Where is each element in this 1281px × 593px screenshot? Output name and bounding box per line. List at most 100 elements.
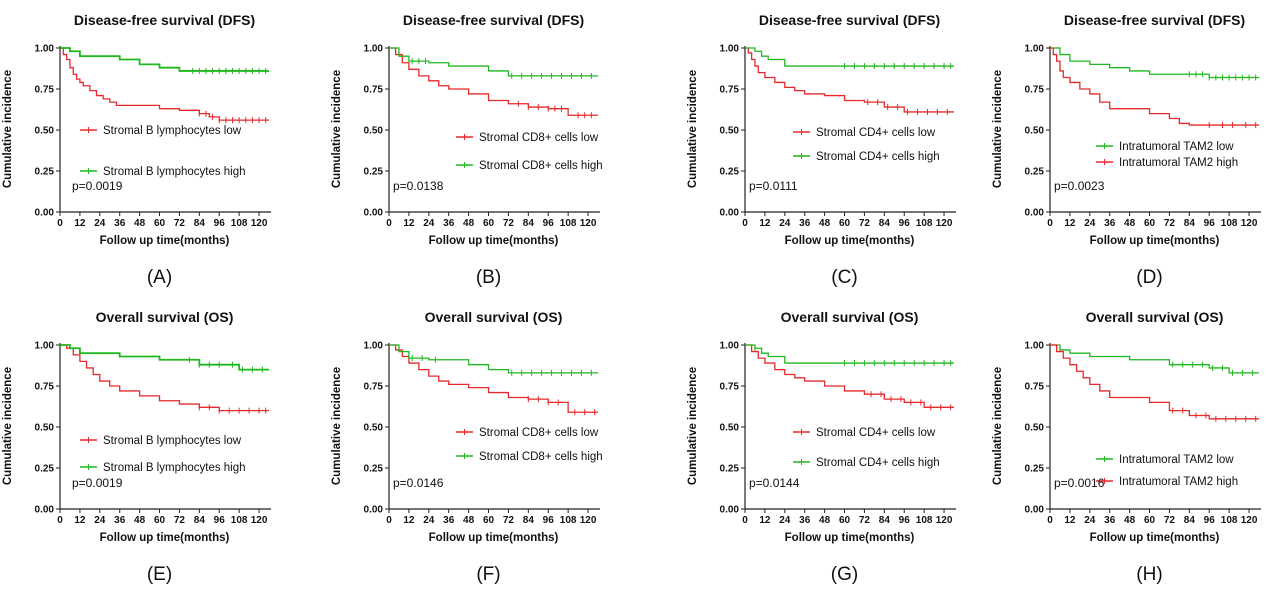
x-tick-label: 96 bbox=[214, 515, 226, 526]
chart-title: Disease-free survival (DFS) bbox=[402, 12, 585, 28]
x-tick-label: 36 bbox=[1104, 218, 1116, 229]
y-tick-label: 0.75 bbox=[720, 85, 740, 96]
km-curve bbox=[60, 47, 269, 72]
x-tick-label: 108 bbox=[231, 218, 248, 229]
x-tick-label: 72 bbox=[859, 218, 871, 229]
y-tick-label: 0.00 bbox=[35, 505, 55, 516]
x-tick-label: 72 bbox=[1164, 218, 1176, 229]
x-tick-label: 60 bbox=[839, 218, 851, 229]
x-tick-label: 36 bbox=[799, 515, 811, 526]
x-tick-label: 24 bbox=[779, 218, 791, 229]
km-curve bbox=[1050, 47, 1259, 79]
x-tick-label: 60 bbox=[154, 218, 166, 229]
km-curve bbox=[389, 47, 598, 77]
x-tick-label: 84 bbox=[194, 218, 206, 229]
x-tick-label: 72 bbox=[859, 515, 871, 526]
y-tick-label: 0.75 bbox=[35, 85, 55, 96]
y-tick-label: 1.00 bbox=[35, 44, 55, 55]
x-tick-label: 120 bbox=[580, 515, 597, 526]
x-tick-label: 72 bbox=[1164, 515, 1176, 526]
x-tick-label: 24 bbox=[423, 218, 435, 229]
x-tick-label: 60 bbox=[1144, 515, 1156, 526]
y-tick-label: 0.75 bbox=[364, 85, 384, 96]
x-tick-label: 0 bbox=[57, 218, 63, 229]
legend-label: Stromal B lymphocytes high bbox=[103, 462, 246, 474]
p-value-label: p=0.0138 bbox=[393, 179, 444, 193]
x-tick-label: 96 bbox=[899, 515, 911, 526]
y-axis-label: Cumulative incidence bbox=[331, 69, 343, 189]
x-tick-label: 72 bbox=[503, 515, 515, 526]
y-axis-label: Cumulative incidence bbox=[992, 366, 1004, 486]
y-tick-label: 1.00 bbox=[720, 44, 740, 55]
y-tick-label: 0.00 bbox=[364, 505, 384, 516]
y-tick-label: 0.00 bbox=[35, 208, 55, 219]
x-tick-label: 60 bbox=[483, 515, 495, 526]
x-tick-label: 120 bbox=[936, 515, 953, 526]
km-curve bbox=[60, 344, 269, 371]
x-tick-label: 12 bbox=[1064, 515, 1076, 526]
x-axis-label: Follow up time(months) bbox=[99, 532, 230, 544]
chart-title: Disease-free survival (DFS) bbox=[758, 12, 941, 28]
legend-label: Intratumoral TAM2 high bbox=[1119, 157, 1238, 169]
panel-label: (B) bbox=[475, 267, 502, 288]
x-tick-label: 120 bbox=[1241, 515, 1258, 526]
legend-label: Stromal B lymphocytes low bbox=[103, 435, 242, 447]
x-tick-label: 24 bbox=[423, 515, 435, 526]
x-tick-label: 60 bbox=[483, 218, 495, 229]
y-tick-label: 1.00 bbox=[1025, 44, 1045, 55]
y-tick-label: 0.25 bbox=[364, 464, 384, 475]
x-tick-label: 36 bbox=[114, 515, 126, 526]
x-tick-label: 0 bbox=[742, 218, 748, 229]
y-tick-label: 1.00 bbox=[1025, 341, 1045, 352]
x-axis-label: Follow up time(months) bbox=[99, 235, 230, 247]
x-tick-label: 0 bbox=[1047, 515, 1053, 526]
x-axis-label: Follow up time(months) bbox=[784, 532, 915, 544]
p-value-label: p=0.0019 bbox=[72, 476, 123, 490]
y-tick-label: 0.50 bbox=[35, 126, 55, 137]
y-tick-label: 0.25 bbox=[1025, 464, 1045, 475]
x-tick-label: 120 bbox=[251, 515, 268, 526]
x-tick-label: 48 bbox=[819, 515, 831, 526]
legend-label: Stromal B lymphocytes high bbox=[103, 166, 246, 178]
panel-label: (E) bbox=[146, 564, 173, 585]
x-tick-label: 36 bbox=[799, 218, 811, 229]
x-axis-label: Follow up time(months) bbox=[1089, 235, 1220, 247]
x-tick-label: 36 bbox=[1104, 515, 1116, 526]
p-value-label: p=0.0146 bbox=[393, 476, 444, 490]
legend-label: Stromal CD8+ cells high bbox=[479, 451, 603, 463]
panel-label: (F) bbox=[476, 564, 501, 585]
km-curve bbox=[1050, 344, 1259, 374]
y-tick-label: 0.00 bbox=[720, 505, 740, 516]
y-tick-label: 0.75 bbox=[720, 382, 740, 393]
legend-label: Stromal CD4+ cells low bbox=[816, 127, 936, 139]
y-tick-label: 0.50 bbox=[720, 126, 740, 137]
p-value-label: p=0.0144 bbox=[749, 476, 800, 490]
x-tick-label: 36 bbox=[114, 218, 126, 229]
x-tick-label: 96 bbox=[1204, 218, 1216, 229]
x-tick-label: 84 bbox=[523, 515, 535, 526]
panel-label: (D) bbox=[1136, 267, 1163, 288]
x-tick-label: 72 bbox=[174, 218, 186, 229]
km-curve bbox=[1050, 344, 1259, 420]
x-tick-label: 108 bbox=[1221, 218, 1238, 229]
x-tick-label: 96 bbox=[543, 515, 555, 526]
y-tick-label: 0.25 bbox=[364, 167, 384, 178]
x-tick-label: 84 bbox=[1184, 515, 1196, 526]
x-tick-label: 12 bbox=[74, 515, 86, 526]
p-value-label: p=0.0111 bbox=[749, 179, 798, 193]
x-axis-label: Follow up time(months) bbox=[428, 532, 559, 544]
legend-label: Stromal CD4+ cells high bbox=[816, 151, 940, 163]
y-tick-label: 0.50 bbox=[1025, 423, 1045, 434]
y-axis-label: Cumulative incidence bbox=[2, 366, 14, 486]
x-tick-label: 60 bbox=[1144, 218, 1156, 229]
x-tick-label: 12 bbox=[403, 218, 415, 229]
x-tick-label: 84 bbox=[194, 515, 206, 526]
x-tick-label: 48 bbox=[134, 218, 146, 229]
chart-title: Overall survival (OS) bbox=[424, 309, 563, 325]
legend-label: Intratumoral TAM2 low bbox=[1119, 454, 1234, 466]
p-value-label: p=0.0019 bbox=[72, 179, 123, 193]
x-tick-label: 36 bbox=[443, 218, 455, 229]
chart-title: Overall survival (OS) bbox=[780, 309, 919, 325]
